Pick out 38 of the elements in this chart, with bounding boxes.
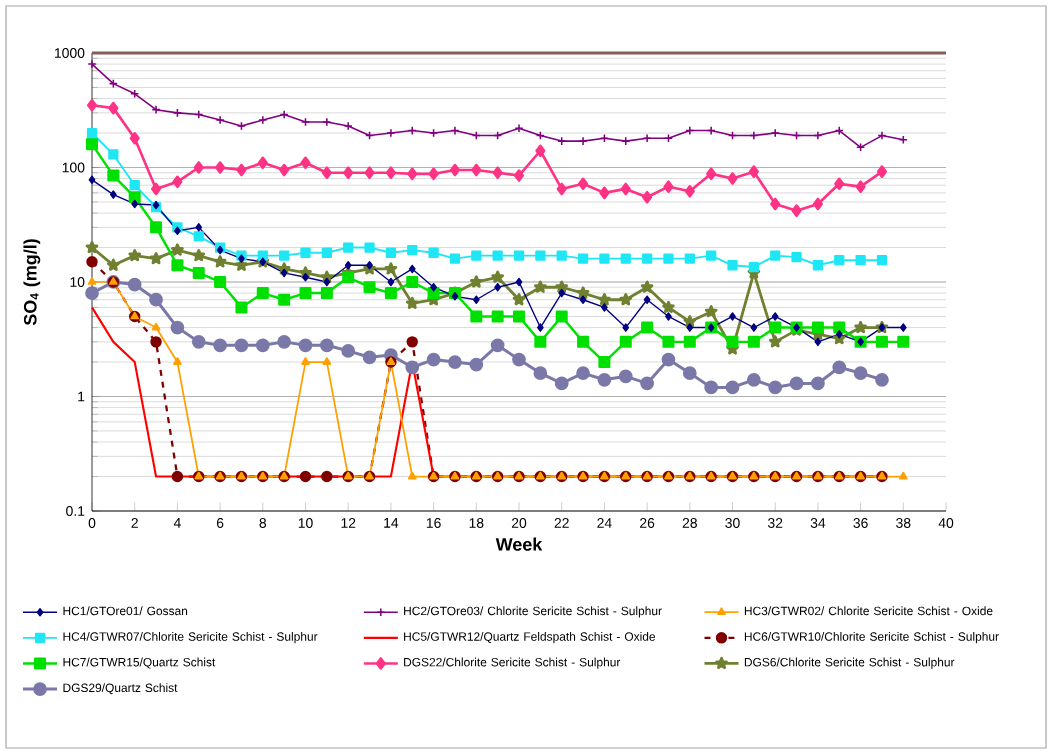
x-tick-label: 6 xyxy=(216,518,224,528)
legend-label: HC3/GTWR02/ Chlorite Sericite Schist - Oxide xyxy=(744,606,993,616)
x-tick-label: 16 xyxy=(426,518,441,528)
x-tick-label: 32 xyxy=(767,518,783,528)
x-tick-label: 22 xyxy=(554,518,569,528)
y-tick-label: 0.1 xyxy=(66,506,85,516)
x-tick-label: 8 xyxy=(259,518,267,528)
x-tick-label: 40 xyxy=(938,518,954,528)
x-axis-title: Week xyxy=(495,537,543,551)
x-tick-label: 30 xyxy=(725,518,740,528)
x-tick-label: 10 xyxy=(298,518,313,528)
x-tick-label: 36 xyxy=(853,518,868,528)
y-tick-label: 1000 xyxy=(54,48,85,58)
x-tick-label: 24 xyxy=(597,518,612,528)
x-tick-label: 20 xyxy=(511,518,527,528)
legend-label: HC2/GTOre03/ Chlorite Sericite Schist - Sulphur xyxy=(404,606,662,618)
legend-label: HC1/GTOre01/ Gossan xyxy=(63,606,188,616)
legend-label: HC6/GTWR10/Chlorite Sericite Schist - Sulphur xyxy=(744,631,999,644)
x-tick-label: 34 xyxy=(810,518,826,528)
legend-label: HC7/GTWR15/Quartz Schist xyxy=(63,657,216,669)
x-tick-label: 14 xyxy=(384,518,399,528)
legend-label: DGS6/Chlorite Sericite Schist - Sulphur xyxy=(744,657,955,669)
x-tick-label: 0 xyxy=(88,518,96,528)
legend-label: DGS22/Chlorite Sericite Schist - Sulphur xyxy=(404,657,621,669)
text: SO$_{4}$ (mg/l) xyxy=(23,239,41,326)
y-tick-label: 10 xyxy=(70,277,85,287)
legend-label: HC4/GTWR07/Chlorite Sericite Schist - Sulphur xyxy=(63,631,318,644)
x-tick-label: 26 xyxy=(640,518,655,528)
y-tick-label: 100 xyxy=(62,162,85,173)
legend-label: HC5/GTWR12/Quartz Feldspath Schist - Oxide xyxy=(404,631,656,644)
legend-label: DGS29/Quartz Schist xyxy=(63,683,178,695)
x-tick-label: 38 xyxy=(896,518,911,528)
y-tick-label: 1 xyxy=(78,391,85,402)
x-tick-label: 4 xyxy=(173,518,181,528)
x-tick-label: 18 xyxy=(469,518,484,528)
x-tick-label: 28 xyxy=(682,518,697,528)
x-tick-label: 12 xyxy=(341,518,356,528)
x-tick-label: 2 xyxy=(131,518,138,528)
